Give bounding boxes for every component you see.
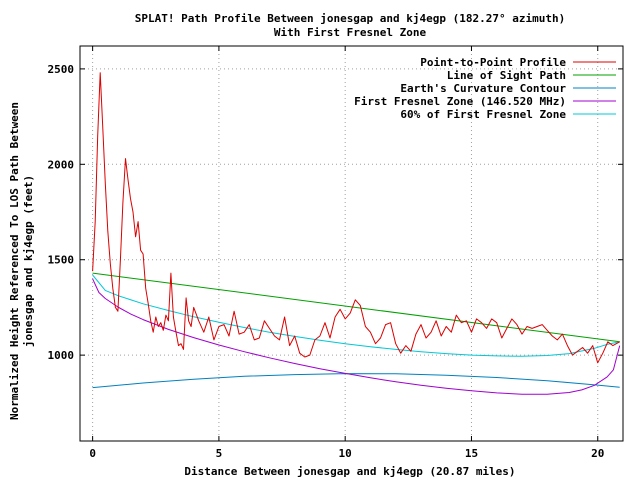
series-line-fresnel60 [92,274,620,357]
y-tick-label: 1000 [48,349,75,362]
y-tick-label: 2500 [48,63,75,76]
chart-title: SPLAT! Path Profile Between jonesgap and… [135,12,565,25]
x-axis-label: Distance Between jonesgap and kj4egp (20… [184,465,515,478]
y-axis-label-line2: jonesgap and kj4egp (feet) [22,175,35,347]
series-line-los [92,272,620,343]
x-tick-label: 5 [216,447,223,460]
ticks: 0 5 10 15 20 1000 1500 2000 2500 [48,46,623,460]
series-line-fresnel [92,278,621,395]
x-tick-label: 10 [339,447,352,460]
legend-label-curvature: Earth's Curvature Contour [400,82,566,95]
y-axis-label-line1: Normalized Height Referenced To LOS Path… [8,102,21,420]
grid [80,46,623,441]
legend-label-fresnel: First Fresnel Zone (146.520 MHz) [354,95,566,108]
x-tick-label: 20 [591,447,604,460]
series-line-curvature [92,373,620,389]
series-line-profile [92,72,620,364]
chart-subtitle: With First Fresnel Zone [274,26,427,39]
y-tick-label: 2000 [48,158,75,171]
series-group [92,72,621,395]
plot-frame [79,45,624,442]
x-tick-label: 0 [89,447,96,460]
y-tick-label: 1500 [48,254,75,267]
x-tick-label: 15 [465,447,478,460]
legend-label-los: Line of Sight Path [447,69,566,82]
legend-label-profile: Point-to-Point Profile [420,56,566,69]
legend-label-fresnel60: 60% of First Fresnel Zone [400,108,566,121]
